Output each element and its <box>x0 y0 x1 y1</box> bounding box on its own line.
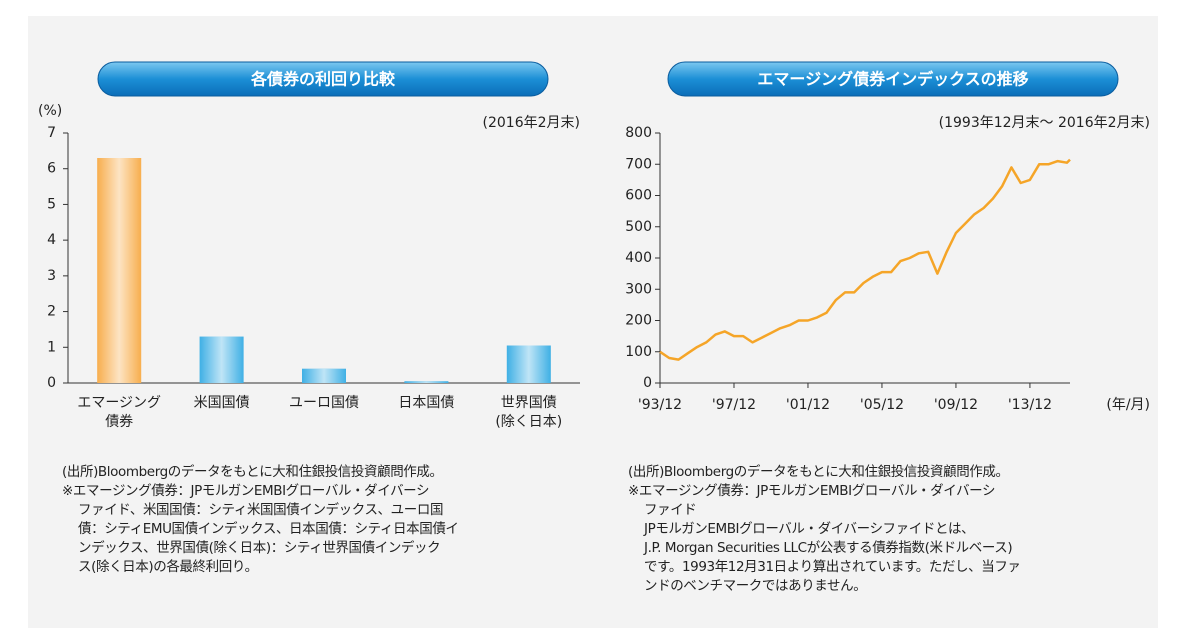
chart-title: 各債券の利回り比較 <box>250 70 396 89</box>
bar-highlight <box>97 158 142 383</box>
x-tick-label: (除く日本) <box>495 414 562 430</box>
y-tick-label: 400 <box>625 250 652 266</box>
bar-highlight <box>506 345 551 383</box>
y-tick-label: 800 <box>625 125 652 141</box>
y-tick-label: 600 <box>625 188 652 204</box>
footnote: ス(除く日本)の各最終利回り。 <box>78 559 258 575</box>
y-tick-label: 700 <box>625 156 652 172</box>
y-tick-label: 100 <box>625 344 652 360</box>
x-tick-label: '05/12 <box>860 397 904 413</box>
y-tick-label: 300 <box>625 281 652 297</box>
y-tick-label: 0 <box>643 375 652 391</box>
x-tick-label: 債券 <box>105 414 133 430</box>
y-tick-label: 200 <box>625 313 652 329</box>
footnote: ※エマージング債券：JPモルガンEMBIグローバル・ダイバーシ <box>628 483 995 499</box>
y-tick-label: 500 <box>625 219 652 235</box>
footnote: です。1993年12月31日より算出されています。ただし、当ファ <box>644 559 1021 575</box>
footnote: ファイド <box>644 502 696 518</box>
y-tick-label: 7 <box>47 125 56 141</box>
y-tick-label: 4 <box>47 232 56 248</box>
y-tick-label: 0 <box>47 375 56 391</box>
y-tick-label: 3 <box>47 268 56 284</box>
y-tick-label: 2 <box>47 304 56 320</box>
bar-highlight <box>199 336 244 383</box>
footnote: ファイド、米国国債：シティ米国国債インデックス、ユーロ国 <box>78 501 443 518</box>
x-tick-label: 日本国債 <box>398 395 454 411</box>
y-tick-label: 5 <box>47 196 56 212</box>
bar-highlight <box>404 381 449 383</box>
x-tick-label: 世界国債 <box>501 395 557 411</box>
footnote: JPモルガンEMBIグローバル・ダイバーシファイドとは、 <box>643 521 974 537</box>
title-pill <box>667 61 1119 97</box>
x-tick-label: '13/12 <box>1008 397 1052 413</box>
footnote: 債：シティEMU国債インデックス、日本国債：シティ日本国債イ <box>78 520 459 537</box>
date-note: (2016年2月末) <box>483 115 580 131</box>
date-note: (1993年12月末～ 2016年2月末) <box>939 115 1150 131</box>
footnote: (出所)Bloombergのデータをもとに大和住銀投信投資顧問作成。 <box>628 463 1009 480</box>
y-tick-label: 1 <box>47 339 56 355</box>
y-tick-label: 6 <box>47 161 56 177</box>
y-unit: (%) <box>38 103 62 119</box>
x-unit: (年/月) <box>1106 397 1150 413</box>
x-tick-label: '09/12 <box>934 397 978 413</box>
bar-highlight <box>302 368 346 383</box>
footnote: J.P. Morgan Securities LLCが公表する債券指数(米ドルベ… <box>643 540 1012 556</box>
footnote: (出所)Bloombergのデータをもとに大和住銀投信投資顧問作成。 <box>62 463 443 480</box>
footnote: ンドのベンチマークではありません。 <box>644 578 866 594</box>
x-tick-label: '01/12 <box>786 397 830 413</box>
x-tick-label: ユーロ国債 <box>289 395 359 411</box>
chart-title: エマージング債券インデックスの推移 <box>757 70 1028 89</box>
line-series <box>659 158 1071 361</box>
x-tick-label: 米国国債 <box>194 395 250 411</box>
title-pill <box>97 61 549 97</box>
background-panel <box>28 16 1158 628</box>
x-tick-label: エマージング <box>77 395 161 411</box>
footnote: ※エマージング債券：JPモルガンEMBIグローバル・ダイバーシ <box>62 483 429 499</box>
footnote: ンデックス、世界国債(除く日本)：シティ世界国債インデック <box>78 539 440 556</box>
x-tick-label: '97/12 <box>712 397 756 413</box>
x-tick-label: '93/12 <box>638 397 682 413</box>
